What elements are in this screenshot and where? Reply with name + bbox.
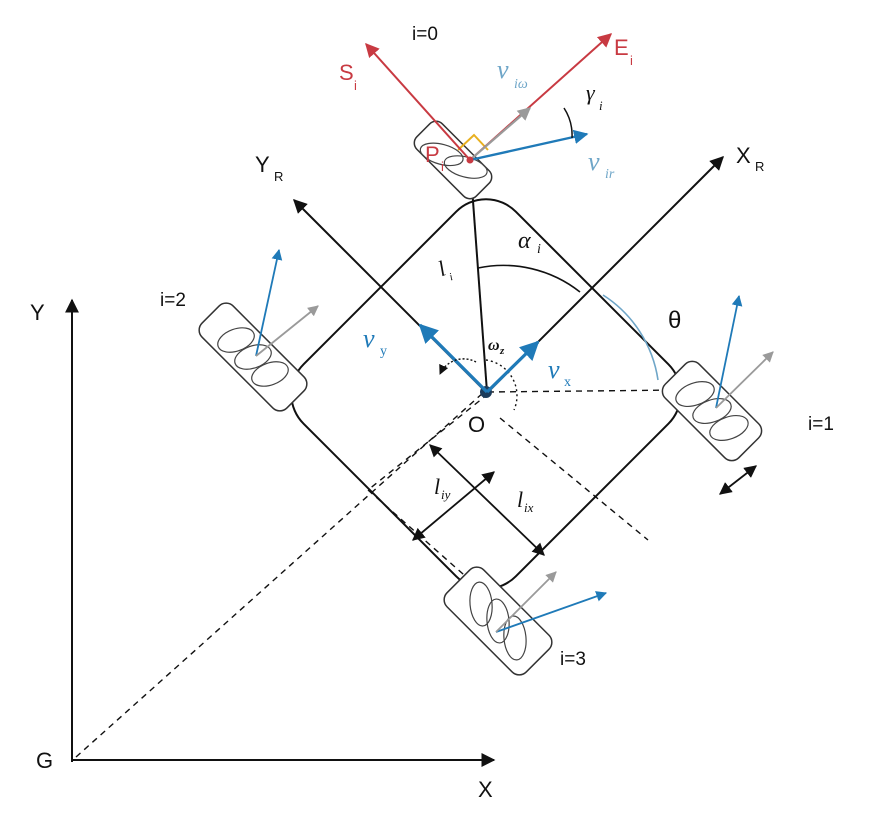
wheel-2-roller [217,327,255,353]
s-axis-label: S [339,60,354,85]
wheel-2-roller-arrow [255,305,319,357]
robot-y-label: Y [255,152,270,177]
li-length-subscript: i [448,271,455,283]
global-frame: Y G X [30,298,496,802]
wheel-offset-line-left [367,393,489,491]
omega-rotation-arrow [439,358,477,375]
global-origin-label: G [36,748,53,773]
wheel-3-roller-arrow [495,571,557,633]
omega-label: ω [488,337,500,354]
wheel-1-velocity-arrow [715,294,743,409]
right-angle-marker [457,133,489,151]
wheel-0: i=0 E i S i P i γ i v iω v ir [339,24,633,200]
vx-label: v [548,355,560,384]
robot-origin-label: O [468,412,485,437]
liy-subscript: iy [441,487,451,502]
robot-velocities: v x v y ω z [363,323,571,394]
wheel-1-motion-arrow [719,465,757,495]
wheel-0-body [413,120,493,200]
vir-label: v [588,147,600,176]
robot-x-label: X [736,143,751,168]
wheel-velocity-arrow [469,129,589,162]
wheel-3-roller [469,581,493,627]
global-x-label: X [478,777,493,802]
gamma-arc [563,107,573,139]
vir-subscript: ir [605,167,615,182]
gamma-subscript: i [599,98,603,113]
construction-lines [367,359,683,621]
wheel-0-roller [419,142,464,167]
wheel-1-label: i=1 [808,414,834,435]
wheel-0-label: i=0 [412,24,438,45]
li-length-label: l [434,256,448,282]
liy-dimension-arrow [412,471,495,541]
wheel-2-label: i=2 [160,290,186,311]
wheel-1: i=1 [661,294,834,495]
wheel-3-body [443,566,553,676]
wheel-3-label: i=3 [560,649,586,670]
e-axis-label: E [614,35,629,60]
theta-label: θ [668,307,681,334]
viw-subscript: iω [514,77,528,92]
vy-label: v [363,324,375,353]
vy-arrow [418,323,489,394]
lix-subscript: ix [524,500,534,515]
p-point-subscript: i [441,159,444,174]
wheel-2-velocity-arrow [255,248,283,357]
vy-subscript: y [380,344,387,359]
p-point-label: P [425,142,440,167]
global-y-label: Y [30,300,45,325]
wheel-2-body [198,302,308,412]
viw-label: v [497,55,509,84]
alpha-label: α [518,228,531,254]
p-point-marker [466,156,474,164]
robot-y-subscript: R [274,169,283,184]
wheel-3-velocity-arrow [495,591,608,633]
gamma-label: γ [586,80,596,105]
liy-label: l [434,474,440,499]
wheel-2: i=2 [160,248,319,412]
wheel-1-roller-arrow [715,351,774,409]
wheel-3: i=3 [443,566,608,676]
vx-subscript: x [564,375,571,390]
e-axis-subscript: i [630,53,633,68]
wheel-2-roller [251,361,289,387]
theta-arc [602,294,659,381]
global-to-robot-dashed-line [75,391,485,758]
wheel-1-roller [709,414,749,441]
robot-x-subscript: R [755,159,764,174]
lix-label: l [517,487,523,512]
alpha-subscript: i [537,242,541,257]
wheel-1-roller [675,381,715,408]
wheel-offset-line-right [499,417,649,541]
wheel-offsets: l ix l iy [412,444,545,556]
s-axis-subscript: i [354,78,357,93]
vx-arrow [485,340,540,394]
omega-subscript: z [499,345,505,357]
alpha-arc [477,264,581,293]
s-axis-arrow [365,42,471,161]
roller-velocity-arrow [469,107,531,161]
